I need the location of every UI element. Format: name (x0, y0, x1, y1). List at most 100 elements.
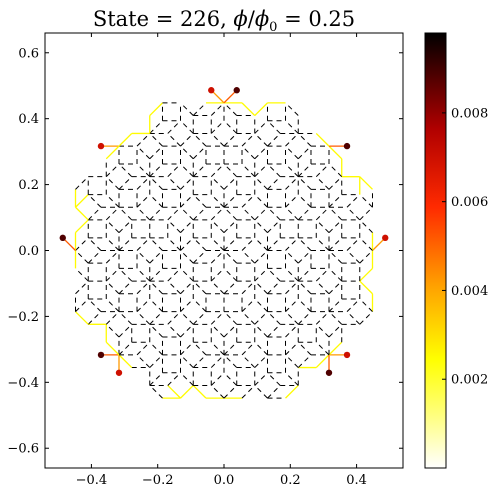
lattice-bond (223, 194, 238, 208)
lattice-site (325, 369, 333, 376)
lattice-bond (241, 298, 256, 313)
lattice-bond (315, 163, 330, 178)
lattice-bond (105, 323, 120, 338)
lattice-bond (75, 268, 89, 282)
lattice-bond (149, 206, 163, 221)
lattice-bond (149, 133, 163, 147)
lattice-bond (180, 176, 194, 190)
y-axis: −0.6 −0.4 −0.2 0.0 0.2 0.4 0.6 (7, 46, 403, 457)
x-tick-label: −0.4 (76, 473, 108, 488)
lattice-bond (285, 120, 299, 134)
lattice-sites (59, 87, 389, 376)
lattice-bond (136, 280, 151, 295)
lattice-bond (223, 280, 238, 295)
lattice-bond (285, 176, 299, 190)
lattice-bond (223, 354, 238, 368)
lattice-bond (210, 354, 225, 368)
lattice-bond (254, 311, 268, 325)
lattice-bond (267, 280, 281, 295)
lattice-bond (223, 176, 238, 190)
lattice-bond (75, 250, 89, 264)
lattice-bond (254, 133, 268, 147)
lattice-bond (149, 311, 163, 325)
lattice-bond (285, 311, 299, 325)
lattice-bond (149, 323, 163, 338)
lattice-bond (285, 206, 299, 221)
lattice-bond (75, 237, 89, 251)
lattice-bond (192, 354, 207, 368)
lattice-bond (167, 385, 181, 399)
lattice-bond (285, 298, 299, 313)
lattice-bond (136, 354, 151, 368)
lattice-bond (315, 311, 330, 325)
lattice-bond (75, 194, 89, 208)
lattice-bond (105, 237, 120, 251)
lattice-bond (105, 176, 120, 190)
lattice-bond (285, 102, 299, 116)
lattice-bond (180, 372, 194, 386)
lattice-bond (210, 163, 225, 178)
lattice-bond (328, 280, 343, 295)
lattice-bond (149, 237, 163, 251)
lattice-bond (180, 354, 194, 368)
lattice-bond (180, 385, 194, 399)
lattice-bond (359, 280, 373, 295)
lattice-bond (180, 323, 194, 338)
lattice-bond (210, 133, 225, 147)
lattice-bond (180, 145, 194, 160)
lattice-bond (254, 385, 268, 399)
lattice-bond (118, 354, 133, 369)
lattice-bond (241, 250, 256, 264)
colorbar-tick-label: 0.002 (451, 373, 488, 388)
lattice-bond (315, 176, 330, 190)
lattice-bond (180, 280, 194, 295)
lattice-bond (118, 341, 133, 356)
x-tick-label: 0.0 (214, 473, 235, 488)
lattice-bond (328, 163, 343, 178)
y-tick-label: 0.6 (18, 46, 39, 61)
y-tick-label: 0.4 (18, 112, 39, 127)
lattice-bond (223, 219, 238, 233)
lattice-bond (149, 145, 163, 160)
lattice-bond (285, 323, 299, 338)
lattice-bond (210, 206, 225, 221)
lattice-bond (192, 385, 207, 399)
lattice-bond (241, 280, 256, 295)
x-tick-label: 0.4 (346, 473, 367, 488)
lattice-bond (149, 354, 163, 368)
lattice-bond (87, 206, 102, 221)
lattice-bond (180, 206, 194, 221)
lattice-bond (359, 194, 373, 208)
lattice-site (208, 87, 215, 94)
lattice-bond (241, 237, 256, 251)
lattice-bond (297, 163, 312, 178)
lattice-bond (210, 219, 225, 233)
lattice-bond (346, 194, 361, 208)
lattice-bond (149, 341, 163, 356)
lattice-bond (210, 194, 225, 208)
lattice-bond (285, 341, 299, 356)
lattice-bond (167, 133, 181, 147)
lattice-bond (267, 323, 281, 338)
colorbar-tick-label: 0.006 (451, 195, 488, 210)
lattice-bond (136, 341, 151, 356)
lattice-bond (87, 250, 102, 264)
lattice-bond (254, 219, 268, 233)
lattice-bond (254, 280, 268, 295)
lattice-bond (346, 237, 361, 251)
y-tick-label: −0.4 (7, 376, 39, 391)
lattice-bond (241, 311, 256, 325)
lattice-bond (267, 268, 281, 282)
lattice-bond (241, 385, 256, 399)
lattice-bond (167, 206, 181, 221)
lattice-bond (136, 206, 151, 221)
lattice-bond (75, 298, 89, 313)
lattice-bond (192, 311, 207, 325)
lattice-bond (241, 102, 256, 116)
lattice-bond (180, 219, 194, 233)
lattice-bond (149, 176, 163, 190)
lattice-bond (223, 237, 238, 251)
lattice-bond (149, 385, 163, 399)
lattice-bond (328, 311, 343, 325)
lattice-bond (223, 120, 238, 134)
